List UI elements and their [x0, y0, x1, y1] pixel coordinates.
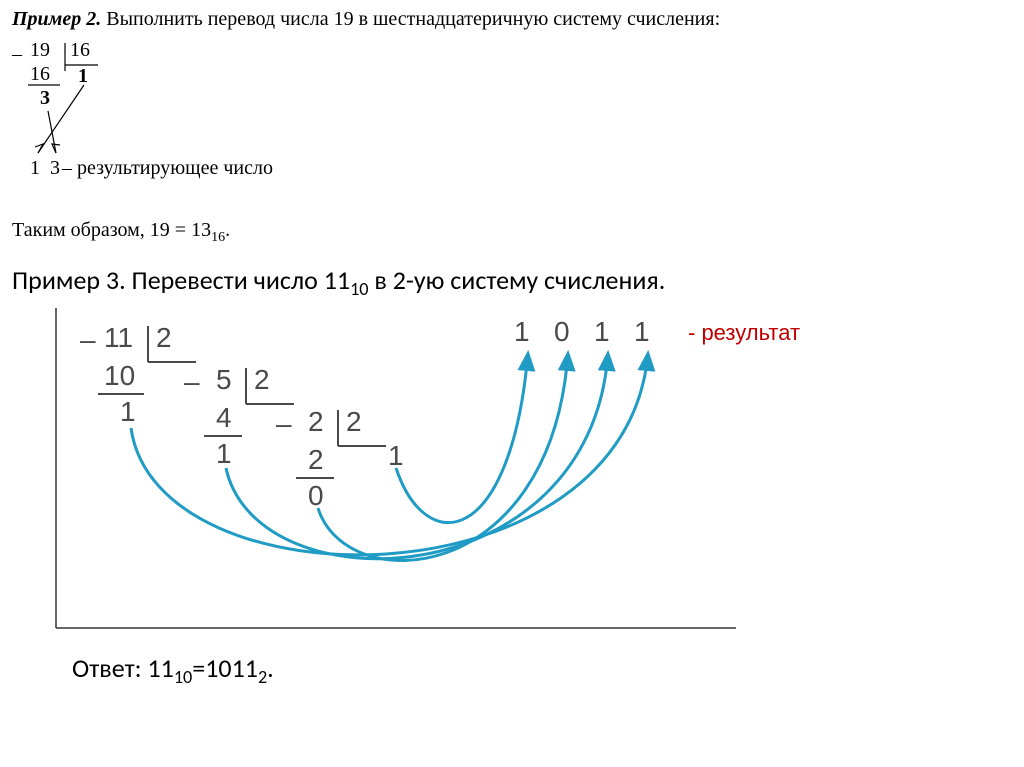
- example2-text: Выполнить перевод числа 19 в шестнадцате…: [101, 8, 720, 30]
- result-digit-4: 1: [634, 316, 650, 348]
- example2-division-diagram: – 19 16 16 1 3 1 3 – результирующее числ…: [12, 31, 312, 191]
- step1-rem: 1: [120, 396, 136, 428]
- example2-conclusion: Таким образом, 19 = 1316.: [12, 219, 1012, 246]
- step3-dividend: 2: [308, 406, 324, 438]
- step3-rem: 0: [308, 480, 324, 512]
- result-digit-2: 0: [554, 316, 570, 348]
- result-caption: – результирующее число: [62, 157, 273, 180]
- conclusion-prefix: Таким образом, 19 = 13: [12, 219, 211, 241]
- answer-suffix: .: [267, 652, 274, 684]
- example3-title-suffix: в 2-ую систему счисления.: [369, 264, 666, 296]
- dividend: 19: [30, 39, 50, 62]
- example3-diagram: – 11 2 10 1 – 5 2 4 1 – 2 2 2 0 1 1 0 1 …: [36, 308, 936, 648]
- answer-prefix: Ответ: 11: [72, 652, 174, 684]
- step3-sub: 2: [308, 444, 324, 476]
- step1-sub: 10: [104, 360, 135, 392]
- answer-sub2: 2: [258, 666, 267, 688]
- result-digit-3: 1: [594, 316, 610, 348]
- step2-sub: 4: [216, 402, 232, 434]
- example3-title-sub: 10: [350, 278, 368, 300]
- example2-label: Пример 2.: [12, 8, 101, 30]
- result-digit-2: 3: [50, 157, 60, 180]
- divisor: 16: [70, 39, 90, 62]
- answer-sub1: 10: [174, 666, 192, 688]
- conclusion-suffix: .: [225, 219, 230, 241]
- result-digit-1: 1: [30, 157, 40, 180]
- remainder: 3: [40, 87, 50, 110]
- example3-title: Пример 3. Перевести число 1110 в 2-ую си…: [12, 264, 1012, 300]
- example3-svg: [36, 308, 936, 648]
- step2-divisor: 2: [254, 364, 270, 396]
- answer-mid: =1011: [192, 652, 258, 684]
- result-label: - результат: [688, 320, 800, 346]
- example3-title-prefix: Пример 3. Перевести число 11: [12, 264, 350, 296]
- step3-minus: –: [276, 408, 292, 440]
- step2-minus: –: [184, 366, 200, 398]
- step1-dividend: 11: [104, 322, 133, 354]
- step2-rem: 1: [216, 438, 232, 470]
- example3-answer: Ответ: 1110=10112.: [72, 652, 1012, 688]
- example2-heading: Пример 2. Выполнить перевод числа 19 в ш…: [12, 8, 1012, 31]
- step1-minus: –: [80, 324, 96, 356]
- subtrahend: 16: [30, 63, 50, 86]
- minus-sign: –: [12, 43, 22, 66]
- step2-dividend: 5: [216, 364, 232, 396]
- result-digit-1: 1: [514, 316, 530, 348]
- step1-divisor: 2: [156, 322, 172, 354]
- quotient: 1: [78, 65, 88, 88]
- final-quotient: 1: [388, 440, 404, 472]
- conclusion-sub: 16: [211, 230, 225, 245]
- step3-divisor: 2: [346, 406, 362, 438]
